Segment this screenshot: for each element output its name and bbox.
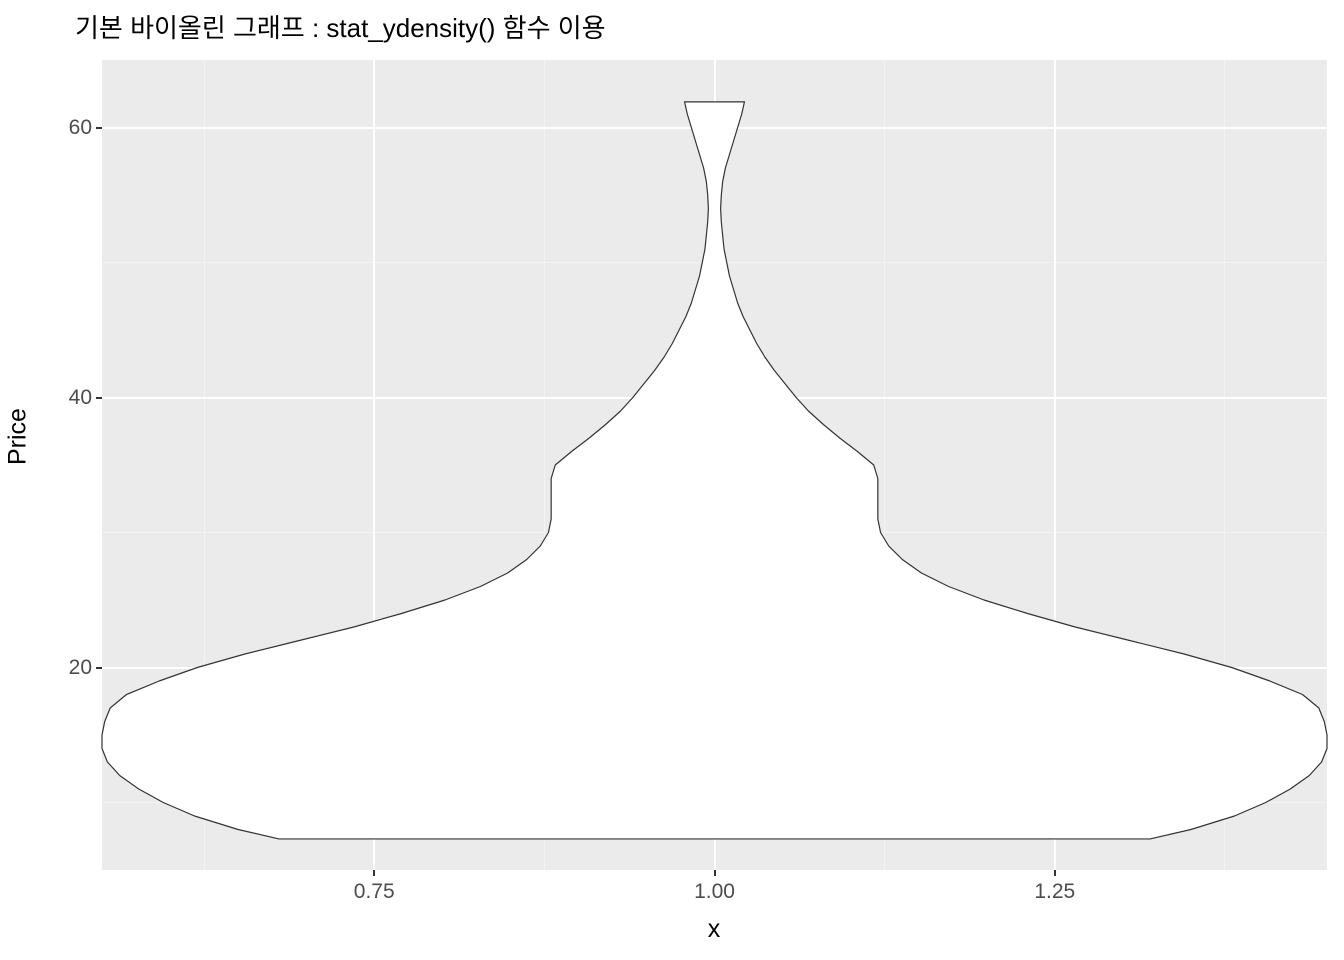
y-axis-title: Price <box>4 408 33 465</box>
y-tick-label: 40 <box>69 386 92 410</box>
y-tick-label: 20 <box>69 656 92 680</box>
violin-path <box>102 102 1327 839</box>
x-tick-label: 0.75 <box>354 880 395 904</box>
plot-panel <box>102 60 1327 870</box>
y-tick-mark <box>96 667 102 669</box>
chart-title: 기본 바이올린 그래프 : stat_ydensity() 함수 이용 <box>75 8 606 45</box>
y-tick-label: 60 <box>69 116 92 140</box>
violin-shape <box>102 60 1327 870</box>
x-tick-label: 1.00 <box>694 880 735 904</box>
x-tick-mark <box>1054 870 1056 876</box>
y-tick-mark <box>96 127 102 129</box>
chart-container: 기본 바이올린 그래프 : stat_ydensity() 함수 이용 20 40… <box>0 0 1344 960</box>
x-tick-label: 1.25 <box>1034 880 1075 904</box>
x-tick-mark <box>714 870 716 876</box>
x-axis-title: x <box>708 915 721 944</box>
x-tick-mark <box>373 870 375 876</box>
y-tick-mark <box>96 397 102 399</box>
